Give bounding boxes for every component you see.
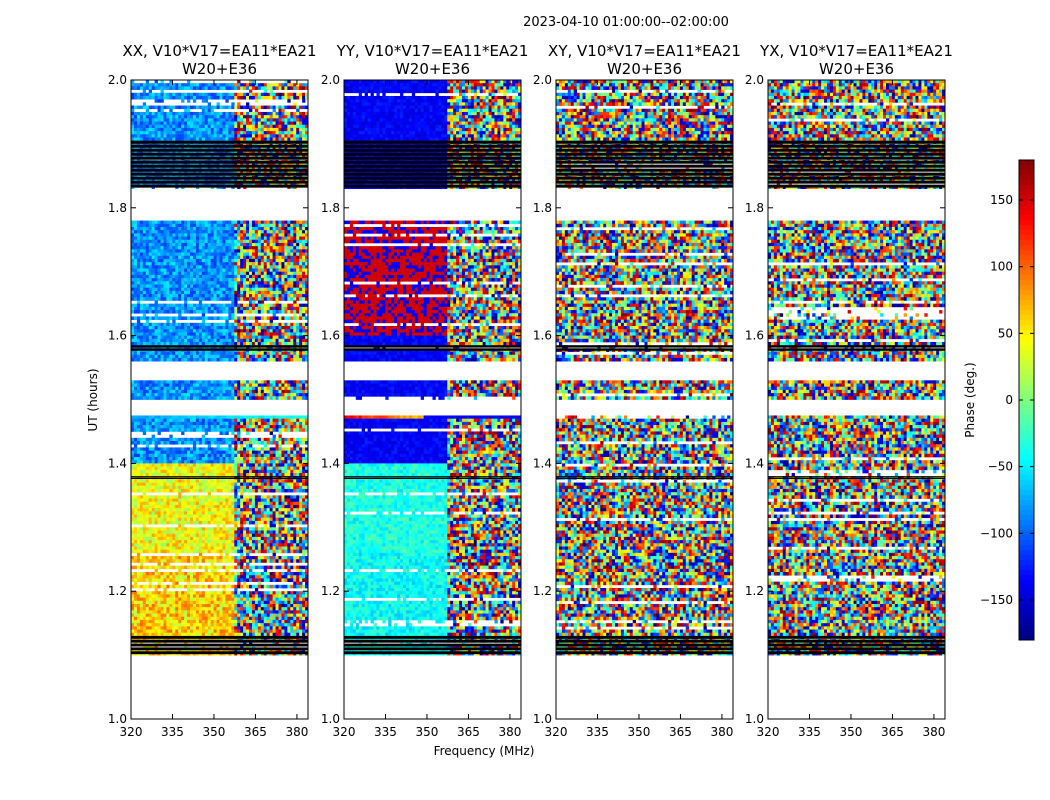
y-tick-label: 1.2 (533, 584, 552, 598)
y-tick-label: 1.8 (533, 201, 552, 215)
y-tick-label: 1.4 (321, 456, 340, 470)
y-tick-label: 1.0 (321, 712, 340, 726)
y-tick-label: 1.4 (108, 456, 127, 470)
y-tick-label: 1.0 (533, 712, 552, 726)
x-tick-label: 365 (669, 725, 692, 739)
x-tick-label: 320 (757, 725, 780, 739)
y-tick-label: 1.2 (108, 584, 127, 598)
x-tick-label: 335 (161, 725, 184, 739)
y-tick-label: 1.0 (108, 712, 127, 726)
y-tick-label: 1.0 (745, 712, 764, 726)
x-tick-label: 380 (922, 725, 945, 739)
x-tick-label: 335 (798, 725, 821, 739)
figure-suptitle: 2023-04-10 01:00:00--02:00:00 (523, 15, 729, 30)
x-tick-label: 380 (498, 725, 521, 739)
y-tick-label: 1.6 (745, 329, 764, 343)
x-tick-label: 350 (840, 725, 863, 739)
y-tick-label: 2.0 (533, 73, 552, 87)
y-tick-label: 1.6 (533, 329, 552, 343)
y-tick-label: 1.6 (108, 329, 127, 343)
colorbar-tick-label: 50 (998, 326, 1013, 340)
x-tick-label: 320 (545, 725, 568, 739)
x-tick-label: 365 (457, 725, 480, 739)
x-axis-label: Frequency (MHz) (434, 744, 535, 758)
colorbar: −150 −100 −50 0 50 100 150 (980, 159, 1035, 641)
x-tick-label: 380 (710, 725, 733, 739)
x-tick-label: 350 (416, 725, 439, 739)
y-tick-label: 2.0 (745, 73, 764, 87)
y-tick-label: 1.6 (321, 329, 340, 343)
panel-frame (555, 79, 734, 720)
panel-title-line: W20+E36 (607, 60, 682, 78)
y-tick-label: 1.4 (533, 456, 552, 470)
panel-title-line: W20+E36 (819, 60, 894, 78)
heatmap-cells (556, 80, 734, 656)
y-tick-label: 1.4 (745, 456, 764, 470)
y-tick-label: 1.2 (321, 584, 340, 598)
heatmap-cells (131, 80, 309, 656)
panel-title-line: XX, V10*V17=EA11*EA21 (122, 42, 316, 60)
colorbar-label: Phase (deg.) (963, 362, 977, 437)
colorbar-tick-label: −100 (980, 526, 1013, 540)
y-tick-label: 2.0 (321, 73, 340, 87)
x-tick-label: 335 (586, 725, 609, 739)
y-tick-label: 1.2 (745, 584, 764, 598)
colorbar-tick-label: −150 (980, 593, 1013, 607)
panel-title-line: YX, V10*V17=EA11*EA21 (759, 42, 953, 60)
colorbar-tick-label: 100 (990, 260, 1013, 274)
panel-title-line: YY, V10*V17=EA11*EA21 (336, 42, 529, 60)
x-tick-label: 380 (285, 725, 308, 739)
x-tick-label: 335 (374, 725, 397, 739)
y-tick-label: 1.8 (321, 201, 340, 215)
x-tick-label: 350 (203, 725, 226, 739)
y-tick-label: 1.8 (745, 201, 764, 215)
y-tick-label: 1.8 (108, 201, 127, 215)
x-tick-label: 365 (881, 725, 904, 739)
panel-frame (130, 79, 309, 720)
panel-frame (343, 79, 522, 720)
colorbar-tick-label: 150 (990, 193, 1013, 207)
x-tick-label: 365 (244, 725, 267, 739)
colorbar-tick-label: −50 (988, 460, 1013, 474)
x-tick-label: 320 (333, 725, 356, 739)
y-tick-label: 2.0 (108, 73, 127, 87)
panel-title-line: W20+E36 (182, 60, 257, 78)
x-tick-label: 350 (628, 725, 651, 739)
x-tick-label: 320 (120, 725, 143, 739)
panel-frame (767, 79, 946, 720)
heatmap-cells (344, 80, 522, 656)
heatmap-cells (768, 80, 946, 656)
panel-title-line: XY, V10*V17=EA11*EA21 (548, 42, 741, 60)
panel-title-line: W20+E36 (395, 60, 470, 78)
colorbar-tick-label: 0 (1005, 393, 1013, 407)
y-axis-label: UT (hours) (86, 368, 100, 431)
